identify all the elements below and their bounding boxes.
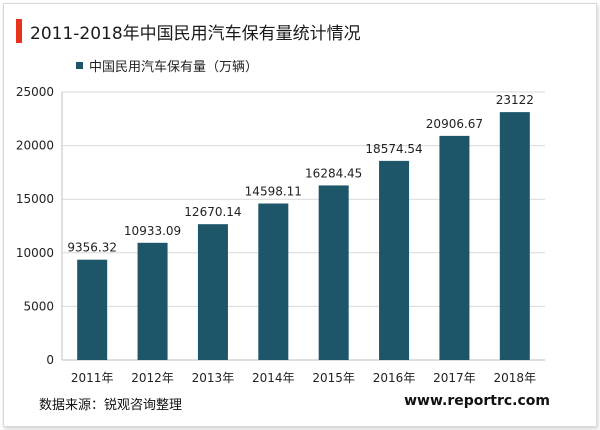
data-label: 12670.14	[184, 205, 241, 219]
legend-label: 中国民用汽车保有量（万辆）	[89, 60, 259, 75]
bar-chart: 0 5000 10000 15000 20000 25000 9356.32 2011年 109…	[16, 85, 545, 385]
data-label: 20906.67	[426, 117, 483, 131]
x-tick-label: 2014年	[252, 371, 295, 385]
x-tick-label: 2017年	[433, 371, 476, 385]
y-tick-label: 25000	[16, 85, 54, 99]
x-tick-label: 2012年	[131, 371, 174, 385]
x-tick-label: 2013年	[192, 371, 235, 385]
y-tick-label: 5000	[23, 299, 54, 313]
x-tick-label: 2015年	[312, 371, 355, 385]
website-label: www.reportrc.com	[404, 393, 550, 409]
y-tick-label: 20000	[16, 139, 54, 153]
bar	[439, 135, 470, 360]
legend: 中国民用汽车保有量（万辆）	[76, 56, 258, 75]
bar	[197, 224, 228, 360]
y-tick-label: 0	[46, 353, 54, 367]
bar	[499, 112, 530, 360]
data-label: 18574.54	[365, 142, 422, 156]
x-tick-label: 2011年	[71, 371, 114, 385]
x-tick-label: 2016年	[373, 371, 416, 385]
bar	[318, 185, 349, 360]
data-label: 9356.32	[67, 241, 117, 255]
y-tick-label: 15000	[16, 192, 54, 206]
legend-swatch	[76, 62, 83, 69]
bar	[379, 160, 410, 360]
data-label: 23122	[496, 93, 534, 107]
y-tick-label: 10000	[16, 246, 54, 260]
source-note: 数据来源：锐观咨询整理	[39, 398, 183, 413]
title-block: 2011-2018年中国民用汽车保有量统计情况	[16, 18, 361, 44]
x-tick-label: 2018年	[494, 371, 537, 385]
bar	[77, 259, 108, 360]
chart-frame: 2011-2018年中国民用汽车保有量统计情况 中国民用汽车保有量（万辆） 0 5…	[3, 3, 597, 427]
data-label: 14598.11	[245, 185, 302, 199]
data-label: 10933.09	[124, 224, 181, 238]
bar	[137, 242, 168, 360]
title-accent-bar	[16, 19, 22, 43]
chart-title: 2011-2018年中国民用汽车保有量统计情况	[30, 23, 361, 44]
bar	[258, 203, 289, 360]
data-label: 16284.45	[305, 166, 362, 180]
